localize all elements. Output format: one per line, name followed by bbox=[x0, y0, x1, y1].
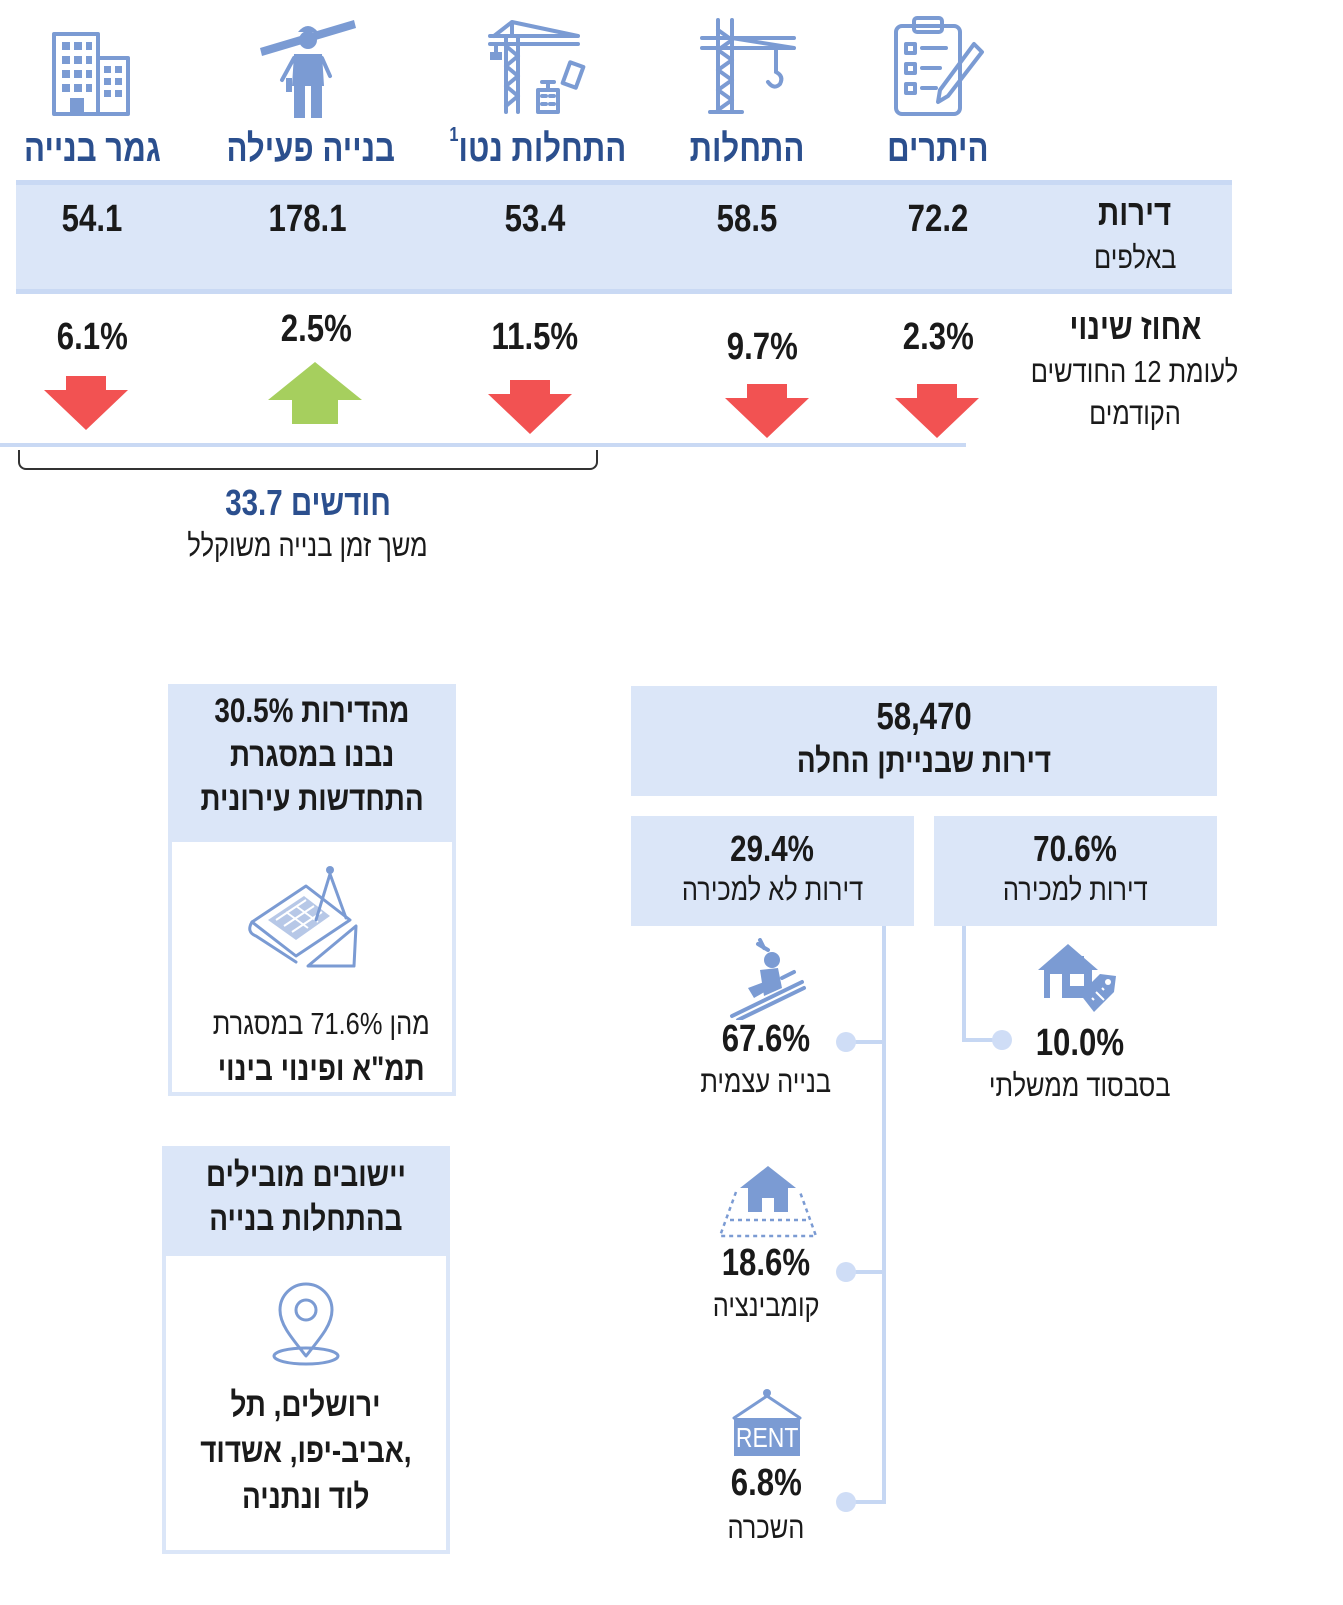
value-active-construction: 178.1 bbox=[269, 198, 347, 240]
change-row-subtitle-1: לעומת 12 החודשים bbox=[1031, 354, 1239, 389]
col-header-net-starts: 1התחלות נטו bbox=[449, 124, 627, 170]
band-bottom-line bbox=[16, 289, 1232, 294]
arrow-down-icon bbox=[895, 384, 979, 443]
units-row-subtitle: באלפים bbox=[1093, 240, 1177, 275]
change-completions: 6.1% bbox=[56, 316, 128, 358]
arrow-up-icon bbox=[268, 362, 362, 429]
not-for-sale-connector-v bbox=[882, 926, 886, 1504]
subsidized-label: בסבסוד ממשלתי bbox=[989, 1068, 1171, 1103]
rent-label: השכרה bbox=[727, 1510, 805, 1545]
not-for-sale-box bbox=[631, 816, 914, 926]
roofer-worker-icon bbox=[728, 938, 808, 1020]
combination-connector-h bbox=[846, 1270, 884, 1274]
self-build-dot bbox=[836, 1032, 856, 1052]
rent-connector-h bbox=[846, 1500, 884, 1504]
self-build-pct: 67.6% bbox=[721, 1018, 811, 1060]
combination-dot bbox=[836, 1262, 856, 1282]
change-row-title: אחוז שינוי bbox=[1069, 306, 1201, 347]
construction-worker-icon bbox=[258, 14, 358, 120]
band-top-line bbox=[16, 180, 1232, 185]
house-tag-icon bbox=[1034, 940, 1118, 1020]
self-build-label: בנייה עצמית bbox=[700, 1064, 832, 1099]
change-row-baseline bbox=[0, 443, 966, 447]
urban-renewal-line1: 30.5% מהדירות bbox=[214, 692, 410, 730]
starts-total-value: 58,470 bbox=[876, 696, 972, 738]
change-starts: 9.7% bbox=[726, 326, 798, 368]
blueprint-compass-icon bbox=[246, 862, 362, 970]
self-build-connector-h bbox=[846, 1040, 884, 1044]
rent-dot bbox=[836, 1492, 856, 1512]
combination-label: קומבינציה bbox=[712, 1288, 820, 1323]
rent-pct: 6.8% bbox=[730, 1462, 802, 1504]
col-header-starts: התחלות bbox=[689, 128, 805, 170]
duration-bracket bbox=[18, 450, 598, 470]
change-permits: 2.3% bbox=[902, 316, 974, 358]
location-pin-icon bbox=[268, 1280, 344, 1370]
crane-with-building-icon bbox=[486, 16, 586, 116]
crane-icon bbox=[698, 16, 798, 116]
value-permits: 72.2 bbox=[907, 198, 969, 240]
change-row-subtitle-2: הקודמים bbox=[1089, 396, 1181, 431]
for-sale-label: דירות למכירה bbox=[1003, 872, 1148, 907]
urban-renewal-line3: התחדשות עירונית bbox=[200, 780, 424, 818]
subsidized-dot bbox=[992, 1030, 1012, 1050]
duration-value: 33.7 חודשים bbox=[225, 482, 391, 523]
change-active-construction: 2.5% bbox=[280, 308, 352, 350]
starts-total-title: דירות שבנייתן החלה bbox=[796, 742, 1052, 780]
for-sale-box bbox=[934, 816, 1217, 926]
urban-renewal-header bbox=[168, 684, 456, 842]
leading-cities-header bbox=[162, 1146, 450, 1256]
for-sale-pct: 70.6% bbox=[1033, 828, 1118, 869]
rent-sign-text: RENT bbox=[735, 1422, 799, 1453]
value-completions: 54.1 bbox=[61, 198, 123, 240]
urban-renewal-line2: נבנו במסגרת bbox=[229, 736, 395, 774]
leading-cities-line1: ירושלים, תל bbox=[230, 1386, 382, 1424]
for-sale-connector-v bbox=[962, 926, 966, 1042]
arrow-down-icon bbox=[725, 384, 809, 443]
values-band bbox=[16, 185, 1232, 289]
col-header-completions: גמר בנייה bbox=[23, 128, 161, 170]
rent-sign-icon bbox=[726, 1388, 808, 1458]
leading-cities-line2: אביב-יפו, אשדוד, bbox=[200, 1432, 412, 1470]
col-header-permits: היתרים bbox=[887, 128, 989, 170]
units-row-title: דירות bbox=[1098, 192, 1172, 233]
duration-label: משך זמן בנייה משוקלל bbox=[187, 528, 429, 563]
leading-cities-line3: לוד ונתניה bbox=[242, 1478, 370, 1516]
footnote-marker: 1 bbox=[449, 124, 459, 146]
building-icon bbox=[48, 28, 138, 118]
col-header-active-construction: בנייה פעילה bbox=[226, 128, 396, 170]
change-net-starts: 11.5% bbox=[491, 316, 579, 358]
not-for-sale-pct: 29.4% bbox=[730, 828, 815, 869]
not-for-sale-label: דירות לא למכירה bbox=[681, 872, 864, 907]
for-sale-connector-h bbox=[962, 1038, 998, 1042]
combination-pct: 18.6% bbox=[721, 1242, 811, 1284]
urban-renewal-body1: מהן 71.6% במסגרת bbox=[212, 1006, 430, 1041]
starts-total-box bbox=[631, 686, 1217, 796]
house-plot-icon bbox=[716, 1164, 820, 1240]
clipboard-pencil-icon bbox=[890, 14, 986, 118]
urban-renewal-body2: תמ"א ופינוי בינוי bbox=[217, 1050, 425, 1088]
subsidized-pct: 10.0% bbox=[1035, 1022, 1125, 1064]
value-starts: 58.5 bbox=[716, 198, 778, 240]
arrow-down-icon bbox=[488, 380, 572, 439]
leading-cities-title2: בהתחלות בנייה bbox=[209, 1200, 403, 1238]
arrow-down-icon bbox=[44, 376, 128, 435]
value-net-starts: 53.4 bbox=[504, 198, 566, 240]
leading-cities-title1: יישובים מובילים bbox=[205, 1156, 407, 1194]
